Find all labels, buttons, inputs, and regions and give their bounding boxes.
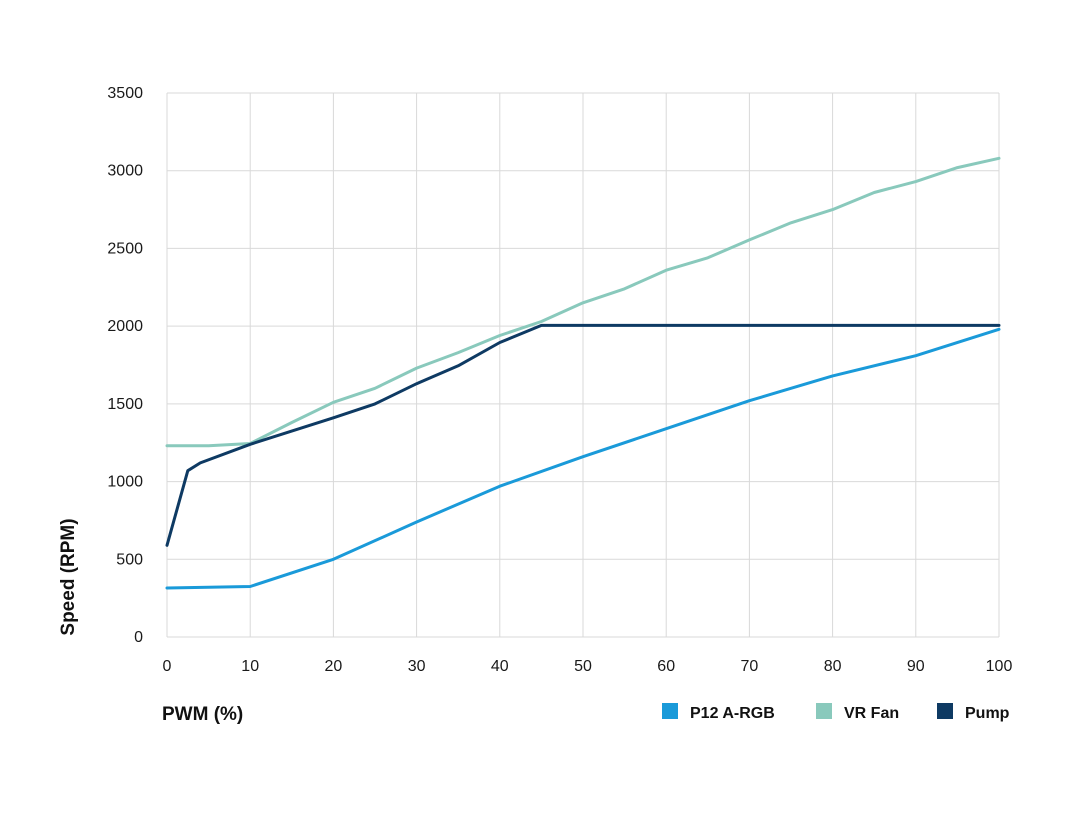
y-tick-label: 3000: [107, 163, 143, 180]
x-tick-label: 10: [241, 658, 259, 675]
y-tick-label: 1000: [107, 474, 143, 491]
y-tick-label: 0: [134, 629, 143, 646]
legend-label-vr-fan: VR Fan: [844, 705, 899, 722]
y-tick-label: 2500: [107, 240, 143, 257]
x-tick-label: 60: [657, 658, 675, 675]
x-tick-label: 20: [325, 658, 343, 675]
x-tick-label: 50: [574, 658, 592, 675]
y-tick-label: 2000: [107, 318, 143, 335]
x-tick-label: 40: [491, 658, 509, 675]
y-tick-label: 500: [116, 551, 143, 568]
tick-labels: 0 500 1000 1500 2000 2500 3000 3500 0 10 20 30 40 50 6…: [107, 85, 1012, 675]
y-tick-label: 3500: [107, 85, 143, 102]
x-tick-label: 90: [907, 658, 925, 675]
legend-swatch-pump: [937, 703, 953, 719]
x-tick-label: 30: [408, 658, 426, 675]
legend-label-p12-a-rgb: P12 A-RGB: [690, 705, 775, 722]
series-line-p12-a-rgb: [165, 327, 1001, 590]
legend-swatch-vr-fan: [816, 703, 832, 719]
series-lines: [165, 156, 1001, 590]
series-line-vr-fan: [165, 156, 1001, 448]
legend: P12 A-RGB VR Fan Pump: [662, 703, 1010, 722]
legend-swatch-p12-a-rgb: [662, 703, 678, 719]
x-tick-label: 0: [163, 658, 172, 675]
y-axis-title: Speed (RPM): [58, 518, 79, 635]
x-tick-label: 100: [986, 658, 1013, 675]
x-tick-label: 80: [824, 658, 842, 675]
legend-label-pump: Pump: [965, 705, 1010, 722]
x-tick-label: 70: [741, 658, 759, 675]
x-axis-title: PWM (%): [162, 704, 243, 725]
series-line-pump: [165, 323, 1001, 547]
y-tick-label: 1500: [107, 396, 143, 413]
